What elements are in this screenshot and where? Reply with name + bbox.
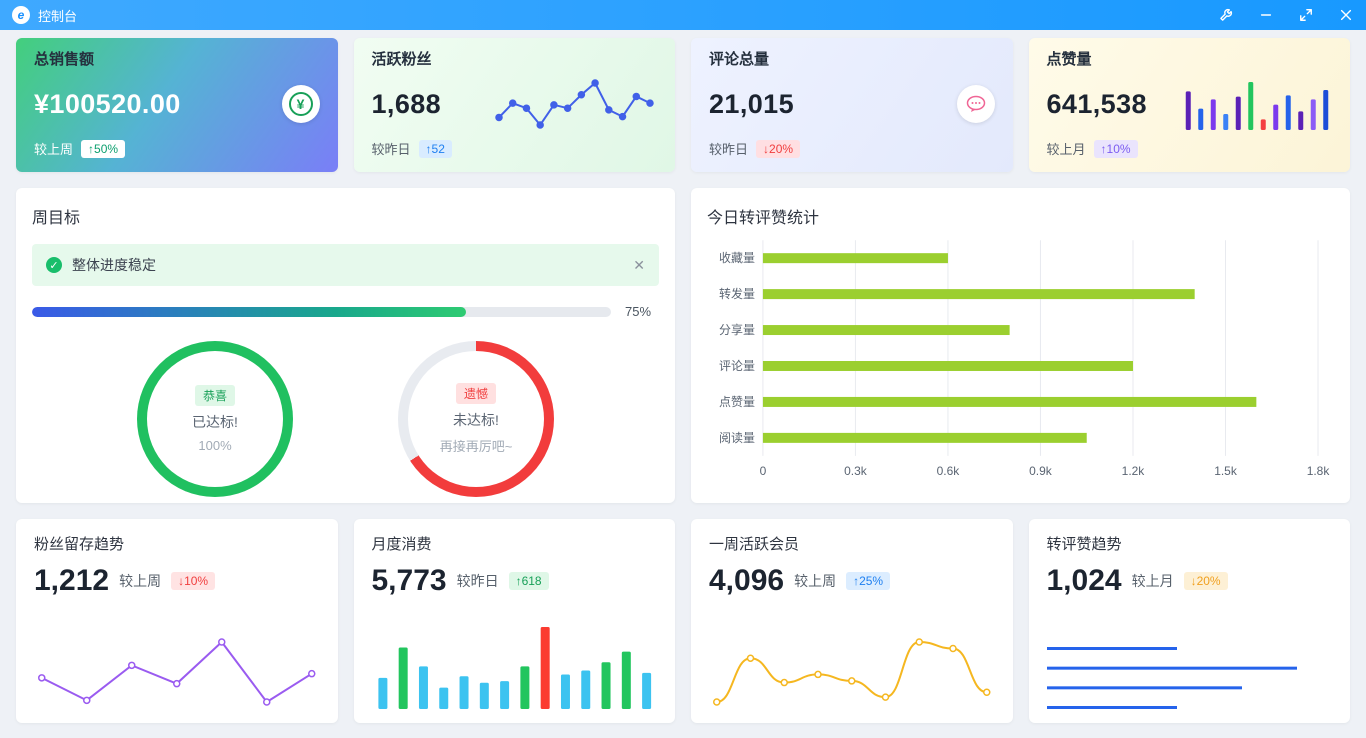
weekly-progress: 75% (32, 304, 659, 319)
svg-text:分享量: 分享量 (719, 322, 755, 337)
stat-card-active-fans: 活跃粉丝 1,688 较昨日 ↑52 (353, 38, 675, 172)
goal-gauges: 恭喜 已达标! 100% 遗憾 未达标! 再接再厉吧~ (32, 341, 659, 497)
svg-text:1.5k: 1.5k (1214, 464, 1237, 478)
gauge-badge: 遗憾 (455, 383, 496, 404)
trend-value: 1,212 (34, 564, 110, 597)
compare-label: 较上周 (119, 573, 162, 589)
weekly-goal-panel: 周目标 ✓ 整体进度稳定 ✕ 75% 恭喜 已达标! 100% (16, 188, 675, 503)
compare-label: 较昨日 (709, 142, 749, 157)
comment-bubble-icon (956, 85, 995, 123)
delta-badge: ↓10% (171, 572, 216, 590)
stat-card-total-comments: 评论总量 21,015 较昨日 ↓20% (691, 38, 1013, 172)
stat-value: 641,538 (1046, 88, 1147, 119)
today-stats-title: 今日转评赞统计 (707, 210, 820, 227)
svg-text:0.9k: 0.9k (1029, 464, 1052, 478)
compare-label: 较昨日 (371, 142, 411, 157)
wrench-icon[interactable] (1218, 7, 1234, 23)
delta-badge: ↑50% (81, 139, 126, 158)
stat-value: ¥100520.00 (34, 88, 181, 119)
stat-card-row: 总销售额 ¥100520.00 ¥ 较上周 ↑50% 活跃粉丝 1,688 较昨… (16, 38, 1350, 172)
trend-card-fan-retention: 粉丝留存趋势 1,212 较上周 ↓10% (16, 519, 338, 723)
close-button[interactable] (1338, 7, 1354, 23)
trend-value: 5,773 (371, 564, 447, 597)
titlebar: e 控制台 (0, 0, 1366, 30)
app-title: 控制台 (38, 8, 78, 24)
gauge-status-text: 已达标! (192, 414, 238, 430)
delta-badge: ↓20% (1183, 572, 1228, 590)
likes-minibar-chart (1185, 82, 1329, 130)
stat-title: 评论总量 (709, 51, 770, 68)
compare-label: 较上月 (1046, 142, 1086, 157)
engagement-lines-chart (1046, 647, 1297, 709)
weekly-goal-title: 周目标 (32, 210, 81, 227)
stat-card-total-sales: 总销售额 ¥100520.00 ¥ 较上周 ↑50% (16, 38, 338, 172)
gauge-percent-text: 100% (198, 438, 232, 453)
fans-sparkline-chart (495, 79, 654, 129)
today-stats-hbar-chart: 0 0.3k 0.6k 0.9k 1.2k 1.5k 1.8k 收藏量转发量分享量评论量点赞量… (719, 240, 1330, 478)
svg-text:0.6k: 0.6k (937, 464, 960, 478)
consumption-bar-chart (377, 627, 651, 709)
svg-text:点赞量: 点赞量 (719, 395, 755, 409)
trend-card-engagement-trend: 转评赞趋势 1,024 较上月 ↓20% (1028, 519, 1350, 723)
gauge-note-text: 再接再厉吧~ (439, 439, 513, 454)
goal-gauge-fail: 遗憾 未达标! 再接再厉吧~ (398, 341, 554, 497)
trend-card-row: 粉丝留存趋势 1,212 较上周 ↓10% 月度消费 5,773 较昨日 ↑61… (16, 519, 1350, 723)
compare-label: 较上月 (1131, 573, 1174, 589)
svg-text:转发量: 转发量 (719, 286, 755, 301)
alert-close-icon[interactable]: ✕ (633, 256, 645, 273)
alert-text: 整体进度稳定 (72, 257, 156, 273)
progress-bar (32, 306, 611, 317)
svg-text:评论量: 评论量 (719, 359, 755, 373)
trend-title: 粉丝留存趋势 (34, 536, 125, 553)
trend-card-monthly-consumption: 月度消费 5,773 较昨日 ↑618 (353, 519, 675, 723)
minimize-button[interactable] (1258, 7, 1274, 23)
stat-card-likes: 点赞量 641,538 较上月 ↑10% (1028, 38, 1350, 172)
compare-label: 较昨日 (456, 573, 499, 589)
stat-title: 点赞量 (1046, 51, 1092, 68)
svg-text:1.2k: 1.2k (1122, 464, 1145, 478)
progress-label: 75% (625, 304, 652, 319)
trend-card-weekly-active-members: 一周活跃会员 4,096 较上周 ↑25% (691, 519, 1013, 723)
dashboard-content: 总销售额 ¥100520.00 ¥ 较上周 ↑50% 活跃粉丝 1,688 较昨… (0, 30, 1366, 738)
gauge-status-text: 未达标! (453, 412, 499, 428)
fullscreen-button[interactable] (1298, 7, 1314, 23)
check-circle-icon: ✓ (46, 257, 62, 273)
trend-value: 1,024 (1046, 564, 1122, 597)
compare-label: 较上周 (794, 573, 837, 589)
stat-value: 1,688 (371, 88, 442, 119)
delta-badge: ↑52 (418, 139, 452, 158)
svg-text:0: 0 (760, 464, 767, 478)
retention-line-chart (38, 638, 316, 706)
members-line-chart (713, 638, 991, 706)
window-controls (1218, 7, 1354, 23)
trend-title: 转评赞趋势 (1046, 536, 1122, 553)
yuan-coin-icon: ¥ (281, 85, 320, 123)
progress-fill (32, 306, 467, 317)
progress-alert: ✓ 整体进度稳定 ✕ (32, 244, 659, 286)
app-logo-letter: e (17, 8, 25, 22)
gauge-badge: 恭喜 (194, 385, 235, 406)
trend-value: 4,096 (709, 564, 785, 597)
compare-label: 较上周 (34, 142, 74, 157)
svg-text:1.8k: 1.8k (1307, 464, 1330, 478)
app-logo-icon: e (12, 6, 30, 24)
delta-badge: ↓20% (756, 139, 801, 158)
svg-text:阅读量: 阅读量 (719, 431, 755, 445)
trend-title: 一周活跃会员 (709, 536, 800, 553)
delta-badge: ↑10% (1093, 139, 1138, 158)
middle-row: 周目标 ✓ 整体进度稳定 ✕ 75% 恭喜 已达标! 100% (16, 188, 1350, 503)
svg-text:0.3k: 0.3k (844, 464, 867, 478)
stat-title: 活跃粉丝 (371, 51, 432, 68)
goal-gauge-success: 恭喜 已达标! 100% (137, 341, 293, 497)
today-stats-panel: 今日转评赞统计 0 0.3k 0.6k 0.9k 1.2k 1.5k 1.8k 收藏量转发量分… (691, 188, 1350, 503)
delta-badge: ↑618 (508, 572, 549, 590)
trend-title: 月度消费 (371, 536, 432, 553)
stat-title: 总销售额 (34, 51, 95, 68)
yuan-glyph: ¥ (288, 92, 313, 116)
delta-badge: ↑25% (846, 572, 891, 590)
svg-text:收藏量: 收藏量 (719, 251, 755, 265)
stat-value: 21,015 (709, 88, 794, 119)
